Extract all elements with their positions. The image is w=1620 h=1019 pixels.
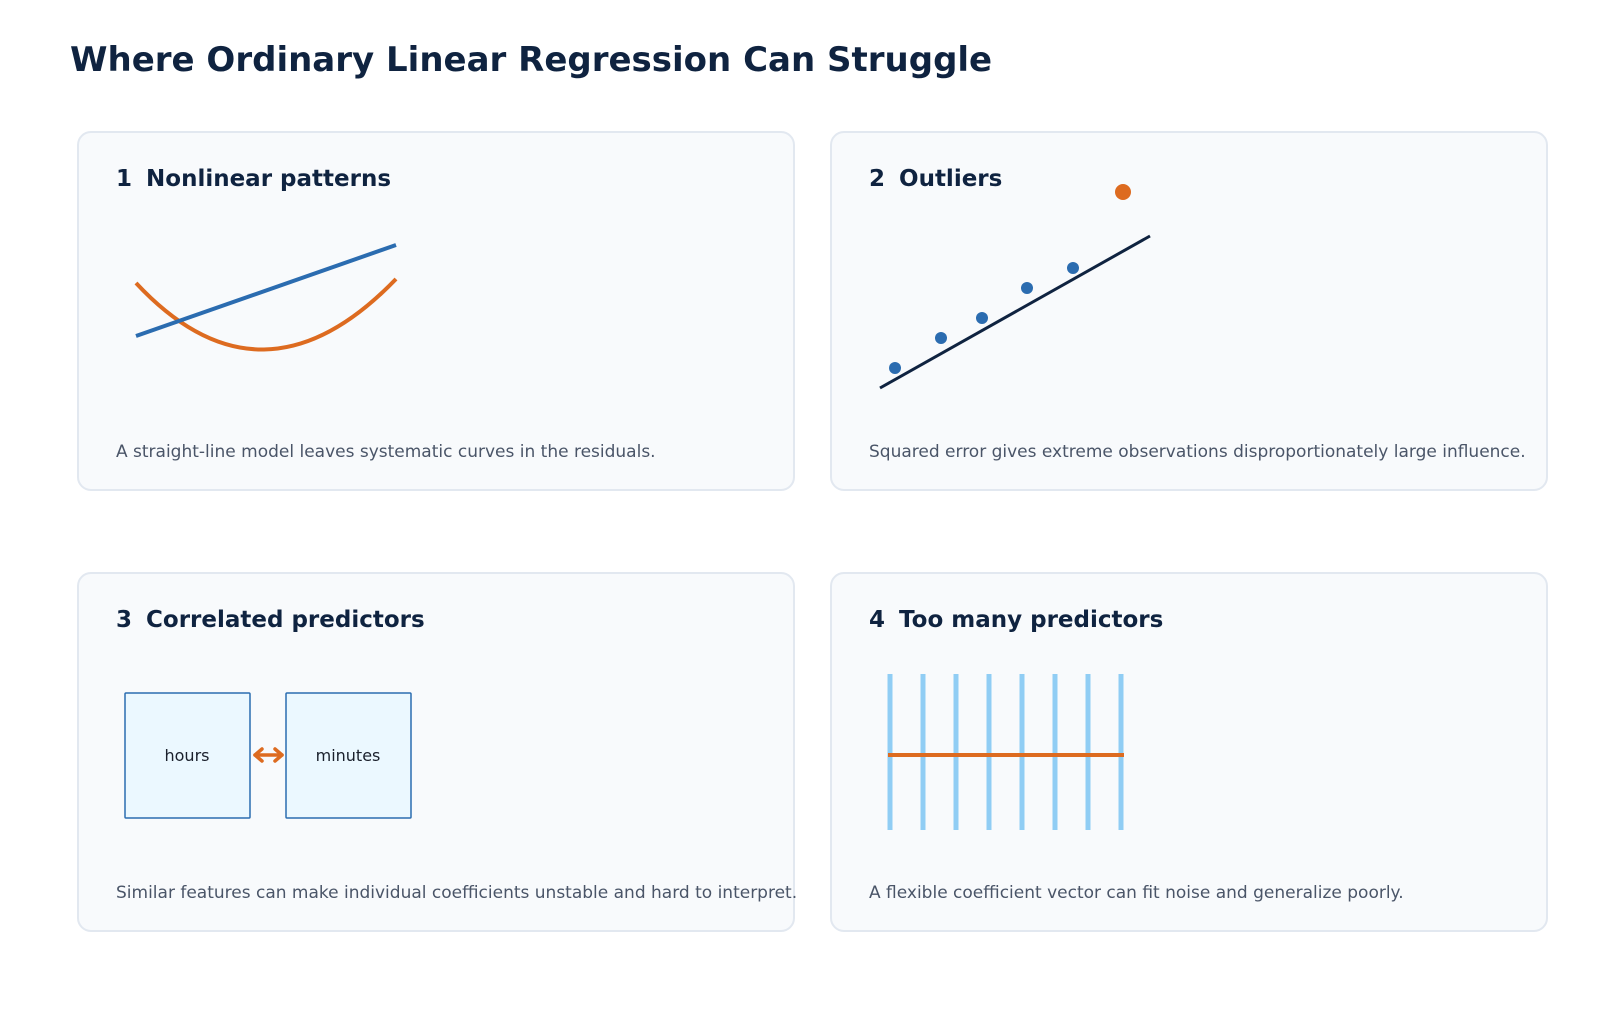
double-arrow-icon	[253, 747, 284, 763]
card-number: 4	[869, 607, 886, 633]
data-point	[1067, 262, 1079, 274]
data-point	[935, 332, 947, 344]
data-point	[976, 312, 988, 324]
linear-fit-line	[135, 243, 397, 338]
predictor-bars	[887, 674, 1124, 830]
card-title: Nonlinear patterns	[146, 166, 392, 192]
correlated-illustration: hours minutes	[124, 692, 412, 819]
card-description: Similar features can make individual coe…	[116, 883, 798, 903]
card-heading: 2 Outliers	[869, 166, 1002, 192]
regression-line	[879, 234, 1151, 390]
card-heading: 1 Nonlinear patterns	[116, 166, 391, 192]
card-nonlinear-patterns: 1 Nonlinear patterns A straight-line mode…	[77, 131, 795, 491]
card-number: 1	[116, 166, 133, 192]
outliers-illustration	[879, 184, 1151, 390]
card-heading: 4 Too many predictors	[869, 607, 1163, 633]
predictor-box-minutes	[285, 692, 412, 819]
card-description: Squared error gives extreme observations…	[869, 442, 1526, 462]
card-correlated-predictors: 3 Correlated predictors hours minutes Sim…	[77, 572, 798, 932]
data-point	[1021, 282, 1033, 294]
nonlinear-illustration	[134, 243, 398, 352]
predictor-label-minutes: minutes	[316, 746, 381, 765]
many-predictors-illustration	[887, 674, 1124, 830]
card-number: 3	[116, 607, 133, 633]
card-title: Too many predictors	[899, 607, 1164, 633]
predictor-box-hours	[124, 692, 251, 819]
outlier-point	[1115, 184, 1131, 200]
card-description: A straight-line model leaves systematic …	[116, 442, 656, 462]
quadratic-curve	[134, 277, 398, 352]
card-title: Outliers	[899, 166, 1003, 192]
card-heading: 3 Correlated predictors	[116, 607, 425, 633]
data-point	[889, 362, 901, 374]
card-title: Correlated predictors	[146, 607, 425, 633]
page-title: Where Ordinary Linear Regression Can Str…	[70, 40, 993, 80]
predictor-label-hours: hours	[165, 746, 210, 765]
card-number: 2	[869, 166, 886, 192]
card-outliers: 2 Outliers Squared error gives extreme ob…	[830, 131, 1548, 491]
card-too-many-predictors: 4 Too many predictors A flexible coeffici…	[830, 572, 1548, 932]
card-description: A flexible coefficient vector can fit no…	[869, 883, 1404, 903]
